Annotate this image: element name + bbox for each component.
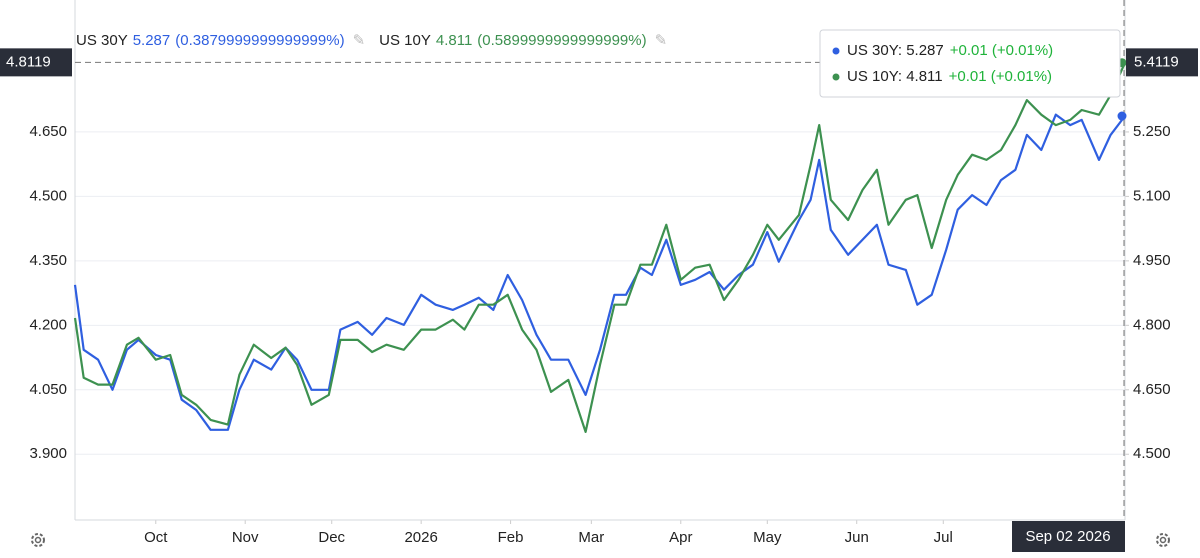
legend-value: 5.287: [133, 32, 171, 49]
x-tick-label: 2026: [404, 529, 437, 546]
tooltip-change: +0.01 (+0.01%): [949, 68, 1052, 85]
x-tick-label: Oct: [144, 529, 168, 546]
x-tick-label: Jul: [934, 529, 953, 546]
series-line: [73, 113, 1126, 431]
legend-name: US 30Y: [76, 32, 128, 49]
x-tick-label: Apr: [669, 529, 692, 546]
header-legend: US 30Y 5.287 (0.3879999999999999%) ✎ US 10Y 4…: [76, 32, 667, 49]
y2-tick-label: 5.100: [1133, 187, 1171, 204]
tooltip-dot: [832, 47, 840, 55]
legend-value: 4.811: [436, 32, 472, 49]
tooltip-label: US 10Y: 4.811: [847, 68, 943, 85]
x-tick-label: Nov: [232, 529, 259, 546]
y-tick-label: 4.350: [29, 252, 67, 269]
edit-icon: ✎: [353, 32, 366, 49]
y-tick-label: 3.900: [29, 445, 67, 462]
y2-tick-label: 4.950: [1133, 252, 1171, 269]
crosshair-y2-label: 5.4119: [1134, 53, 1179, 70]
legend-change: (0.5899999999999999%): [477, 32, 646, 49]
last-point: [1117, 111, 1127, 121]
x-tick-label: May: [753, 529, 782, 546]
crosshair-label-box: [1012, 521, 1125, 552]
y2-tick-label: 4.500: [1133, 445, 1171, 462]
legend-change: (0.3879999999999999%): [175, 32, 344, 49]
x-tick-label: Feb: [498, 529, 524, 546]
tooltip-label: US 30Y: 5.287: [847, 42, 944, 59]
tooltip-box: [819, 29, 1121, 98]
legend-name: US 10Y: [379, 32, 431, 49]
crosshair-label-box: [1126, 48, 1198, 77]
crosshair-x-label: Sep 02 2026: [1025, 528, 1110, 545]
y-tick-label: 4.650: [29, 123, 67, 140]
x-tick-label: Jun: [845, 529, 869, 546]
tooltip-line: US 30Y: 5.287 +0.01 (+0.01%): [847, 42, 1053, 59]
series-line: [73, 62, 1127, 433]
x-tick-label: Mar: [578, 529, 604, 546]
y-tick-label: 4.050: [29, 381, 67, 398]
y-tick-label: 4.200: [29, 316, 67, 333]
crosshair-label-box: [0, 48, 72, 77]
edit-icon: ✎: [655, 32, 668, 49]
y-tick-label: 4.500: [29, 187, 67, 204]
y2-tick-label: 4.800: [1133, 316, 1171, 333]
tooltip-dot: [832, 73, 840, 81]
y2-tick-label: 5.250: [1133, 123, 1171, 140]
x-tick-label: Dec: [318, 529, 345, 546]
tooltip-change: +0.01 (+0.01%): [950, 42, 1053, 59]
settings-icon[interactable]: [31, 533, 45, 547]
crosshair-y-label: 4.8119: [6, 53, 51, 70]
settings-icon[interactable]: [1156, 533, 1170, 547]
tooltip-line: US 10Y: 4.811 +0.01 (+0.01%): [847, 68, 1052, 85]
y2-tick-label: 4.650: [1133, 381, 1171, 398]
